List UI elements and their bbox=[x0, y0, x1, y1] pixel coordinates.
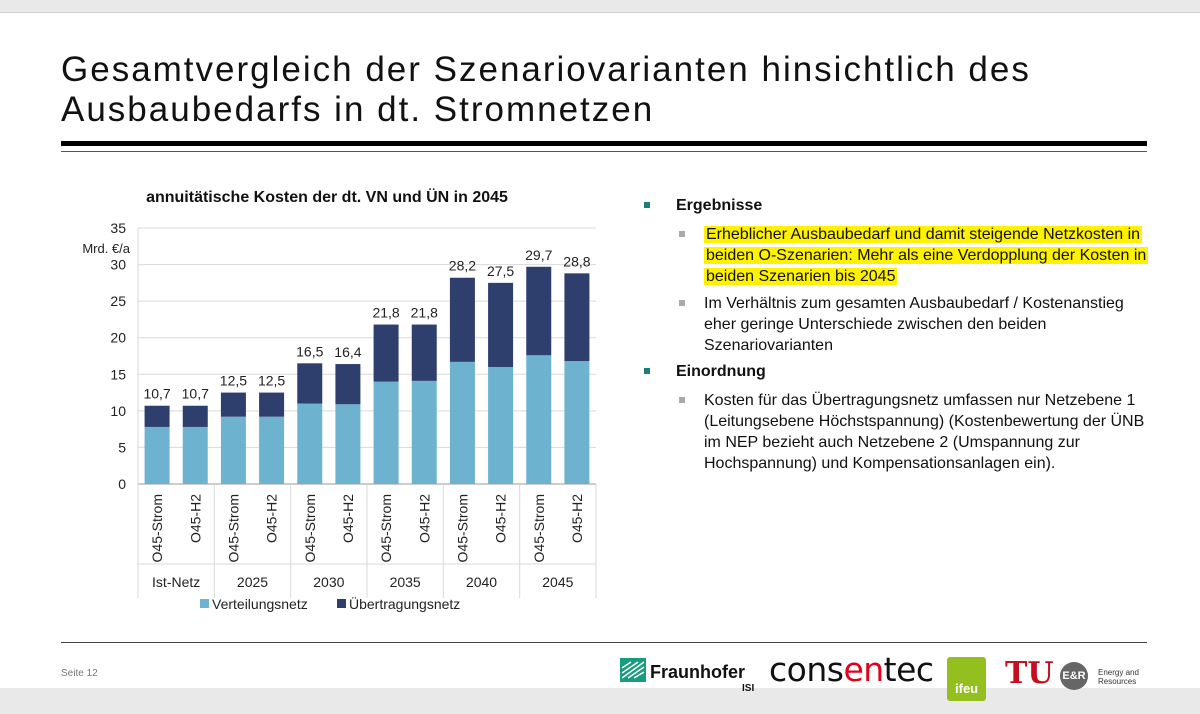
bar-segment-uebertragungsnetz bbox=[411, 324, 437, 381]
x-category-label: O45-H2 bbox=[340, 494, 356, 543]
x-group-label: 2040 bbox=[466, 574, 497, 590]
bullet-marker bbox=[679, 397, 685, 403]
bullet-item-highlighted: Erheblicher Ausbaubedarf und damit steig… bbox=[640, 224, 1160, 287]
top-divider bbox=[0, 12, 1200, 13]
consentec-logo: consentec bbox=[769, 650, 934, 689]
total-data-label: 28,8 bbox=[563, 253, 590, 269]
x-category-label: O45-H2 bbox=[416, 494, 432, 543]
bar-segment-uebertragungsnetz bbox=[144, 405, 170, 427]
bar-segment-verteilungsnetz bbox=[335, 404, 361, 484]
bar-segment-uebertragungsnetz bbox=[373, 324, 399, 382]
x-category-label: O45-Strom bbox=[149, 494, 165, 562]
legend-swatch-verteilungsnetz bbox=[200, 599, 209, 608]
er-logo-text: Energy and Resources bbox=[1098, 668, 1139, 686]
y-tick-label: 25 bbox=[110, 293, 126, 309]
y-tick-label: 30 bbox=[110, 257, 126, 273]
bullet-marker bbox=[679, 231, 685, 237]
x-category-label: O45-Strom bbox=[378, 494, 394, 562]
total-data-label: 16,4 bbox=[334, 344, 361, 360]
bar-segment-uebertragungsnetz bbox=[297, 363, 323, 404]
y-tick-label: 0 bbox=[118, 476, 126, 492]
title-line-2: Ausbaubedarfs in dt. Stromnetzen bbox=[61, 90, 655, 129]
title-rule-thin bbox=[61, 151, 1147, 152]
x-group-label: 2045 bbox=[542, 574, 573, 590]
bullet-marker bbox=[644, 368, 650, 374]
x-category-label: O45-H2 bbox=[493, 494, 509, 543]
title-line-1: Gesamtvergleich der Szenariovarianten hi… bbox=[61, 50, 1031, 89]
x-group-label: 2035 bbox=[390, 574, 421, 590]
chart-title: annuitätische Kosten der dt. VN und ÜN i… bbox=[146, 187, 508, 206]
bar-segment-verteilungsnetz bbox=[488, 366, 514, 484]
bar-segment-uebertragungsnetz bbox=[564, 273, 590, 362]
y-tick-label: 10 bbox=[110, 403, 126, 419]
bar-segment-uebertragungsnetz bbox=[220, 392, 246, 417]
x-category-label: O45-Strom bbox=[302, 494, 318, 562]
bullet-item: Im Verhältnis zum gesamten Ausbaubedarf … bbox=[640, 293, 1160, 356]
x-group-label: Ist-Netz bbox=[152, 574, 200, 590]
total-data-label: 28,2 bbox=[449, 258, 476, 274]
bar-segment-uebertragungsnetz bbox=[182, 405, 208, 427]
bar-segment-verteilungsnetz bbox=[259, 416, 285, 484]
bullet-marker bbox=[644, 202, 650, 208]
slide: Gesamtvergleich der Szenariovarianten hi… bbox=[0, 12, 1200, 701]
total-data-label: 12,5 bbox=[220, 373, 247, 389]
legend-label-uebertragungsnetz: Übertragungsnetz bbox=[349, 596, 461, 612]
bar-segment-verteilungsnetz bbox=[373, 381, 399, 484]
bar-segment-verteilungsnetz bbox=[411, 380, 437, 484]
x-category-label: O45-Strom bbox=[454, 494, 470, 562]
fraunhofer-logo: Fraunhofer ISI bbox=[620, 658, 754, 694]
bullet-item: Kosten für das Übertragungsnetz umfassen… bbox=[640, 390, 1160, 474]
bullet-marker bbox=[679, 300, 685, 306]
bar-segment-verteilungsnetz bbox=[526, 355, 552, 484]
total-data-label: 16,5 bbox=[296, 343, 323, 359]
y-axis-label: Mrd. €/a bbox=[82, 241, 130, 256]
total-data-label: 21,8 bbox=[411, 305, 438, 321]
stacked-bar-chart: annuitätische Kosten der dt. VN und ÜN i… bbox=[82, 187, 597, 598]
page-number: Seite 12 bbox=[61, 668, 98, 679]
total-data-label: 10,7 bbox=[143, 386, 170, 402]
x-group-label: 2030 bbox=[313, 574, 344, 590]
bar-segment-uebertragungsnetz bbox=[488, 282, 514, 367]
title-rule-thick bbox=[61, 141, 1147, 146]
fraunhofer-mark-icon bbox=[620, 658, 646, 682]
bullet-list: Ergebnisse Erheblicher Ausbaubedarf und … bbox=[640, 196, 1160, 480]
total-data-label: 29,7 bbox=[525, 247, 552, 263]
total-data-label: 12,5 bbox=[258, 373, 285, 389]
bar-segment-uebertragungsnetz bbox=[259, 392, 285, 417]
x-category-label: O45-H2 bbox=[569, 494, 585, 543]
tu-berlin-logo: TU bbox=[1005, 656, 1054, 691]
bar-segment-uebertragungsnetz bbox=[526, 266, 552, 356]
bar-segment-verteilungsnetz bbox=[297, 403, 323, 484]
y-tick-label: 5 bbox=[118, 439, 126, 455]
legend-label-verteilungsnetz: Verteilungsnetz bbox=[212, 596, 308, 612]
x-category-label: O45-Strom bbox=[531, 494, 547, 562]
legend-swatch-uebertragungsnetz bbox=[337, 599, 346, 608]
highlighted-text: Erheblicher Ausbaubedarf und damit steig… bbox=[704, 226, 1149, 285]
bar-segment-verteilungsnetz bbox=[564, 361, 590, 484]
y-tick-label: 15 bbox=[110, 366, 126, 382]
bar-segment-uebertragungsnetz bbox=[449, 277, 475, 362]
x-category-label: O45-H2 bbox=[264, 494, 280, 543]
total-data-label: 21,8 bbox=[372, 305, 399, 321]
x-category-label: O45-Strom bbox=[225, 494, 241, 562]
x-category-label: O45-H2 bbox=[187, 494, 203, 543]
total-data-label: 10,7 bbox=[182, 386, 209, 402]
bullet-heading-einordnung: Einordnung bbox=[640, 362, 1160, 382]
bar-segment-uebertragungsnetz bbox=[335, 364, 361, 405]
slide-title: Gesamtvergleich der Szenariovarianten hi… bbox=[61, 50, 1161, 130]
total-data-label: 27,5 bbox=[487, 263, 514, 279]
bar-segment-verteilungsnetz bbox=[182, 426, 208, 484]
x-group-label: 2025 bbox=[237, 574, 268, 590]
ifeu-logo: ifeu bbox=[947, 657, 986, 701]
footer-rule bbox=[61, 642, 1147, 643]
er-badge-logo: E&R bbox=[1060, 662, 1088, 690]
bar-segment-verteilungsnetz bbox=[220, 416, 246, 484]
y-tick-label: 20 bbox=[110, 330, 126, 346]
bar-segment-verteilungsnetz bbox=[449, 361, 475, 484]
bar-segment-verteilungsnetz bbox=[144, 426, 170, 484]
bullet-heading-ergebnisse: Ergebnisse bbox=[640, 196, 1160, 216]
partner-logos: Fraunhofer ISI consentec ifeu TU E&R Ene… bbox=[0, 642, 1200, 702]
y-tick-label: 35 bbox=[110, 220, 126, 236]
